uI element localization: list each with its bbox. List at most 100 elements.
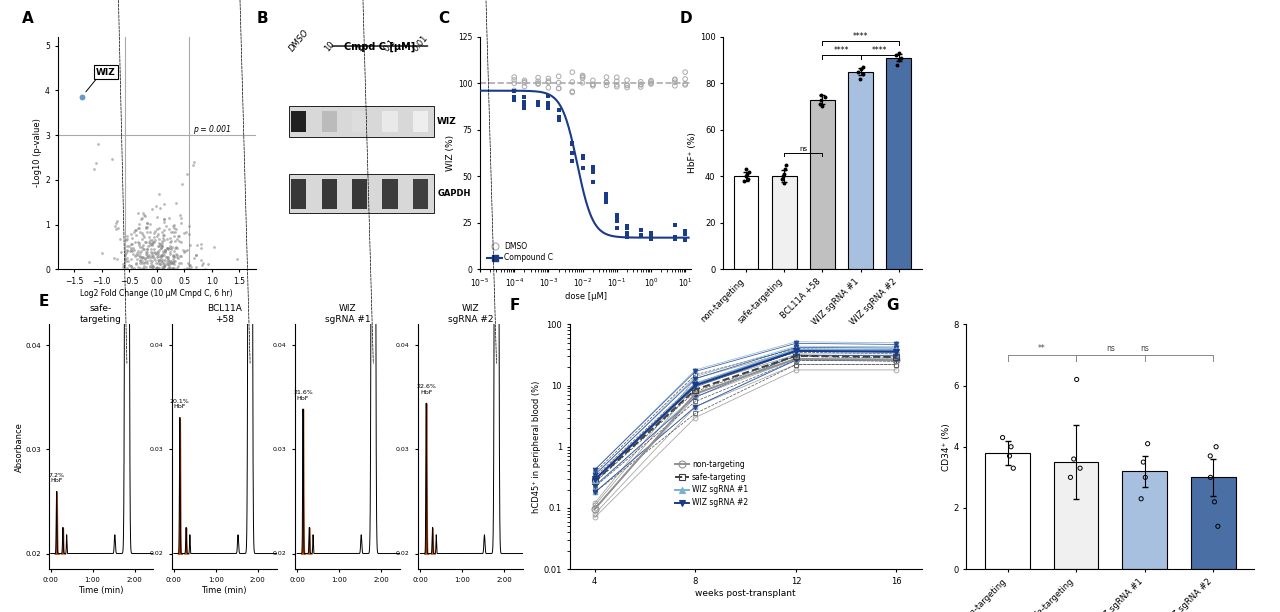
Point (641, 77, 662, 87)
Point (140, 262, 160, 272)
Point (151, 264, 172, 274)
Bar (383, 179, 398, 209)
Point (122, 239, 142, 248)
Bar (289, 106, 434, 136)
Point (675, 230, 695, 239)
Point (122, 261, 142, 271)
Point (888, 55, 909, 65)
Point (527, 73, 548, 83)
Point (1000, 451, 1020, 461)
Point (134, 264, 155, 274)
Point (582, 81, 603, 91)
Point (164, 264, 184, 274)
Point (163, 222, 183, 231)
Point (155, 247, 175, 256)
Bar (1053, 462, 1098, 569)
Text: 0.02: 0.02 (273, 551, 287, 556)
Point (133, 244, 154, 254)
Point (572, 153, 593, 163)
Point (178, 258, 198, 267)
Point (120, 229, 141, 239)
safe-targeting (888, 353, 904, 360)
Text: HbA: HbA (233, 0, 250, 364)
Bar (292, 111, 306, 132)
Point (142, 264, 163, 274)
Point (150, 204, 170, 214)
Point (157, 259, 178, 269)
Point (631, 230, 652, 239)
Point (582, 166, 603, 176)
Point (809, 99, 829, 109)
Point (562, 67, 582, 77)
Point (1060, 472, 1080, 482)
Text: G: G (886, 297, 899, 313)
Point (106, 223, 127, 233)
Point (515, 78, 535, 88)
Point (174, 247, 195, 256)
Point (148, 238, 169, 248)
Point (607, 76, 627, 86)
Text: 22.6%
HbF: 22.6% HbF (416, 384, 436, 395)
WIZ sgRNA #1 (888, 346, 904, 354)
Point (136, 223, 156, 233)
Point (548, 115, 568, 125)
Point (147, 231, 168, 241)
Point (123, 226, 143, 236)
Point (851, 64, 872, 74)
Point (736, 171, 756, 181)
Point (137, 226, 157, 236)
Point (134, 256, 155, 266)
Point (129, 238, 150, 248)
Point (538, 76, 558, 86)
Point (145, 235, 165, 245)
Y-axis label: hCD45⁺ in peripheral blood (%): hCD45⁺ in peripheral blood (%) (531, 381, 541, 513)
Point (134, 261, 155, 271)
Point (596, 197, 617, 207)
Point (163, 255, 183, 264)
Point (148, 241, 169, 251)
Point (137, 247, 157, 256)
Point (128, 250, 148, 260)
Point (140, 238, 160, 248)
Point (161, 256, 182, 266)
Point (641, 78, 662, 88)
WIZ sgRNA #1 (788, 346, 804, 353)
Text: 0.1: 0.1 (383, 37, 398, 53)
Point (156, 259, 177, 269)
Text: E: E (38, 294, 49, 309)
Point (151, 256, 172, 266)
Point (143, 247, 164, 256)
Bar (886, 58, 911, 269)
Point (157, 263, 178, 273)
Point (737, 174, 758, 184)
Point (133, 263, 154, 272)
Text: HbA: HbA (356, 0, 374, 364)
Text: 0.04: 0.04 (273, 343, 287, 348)
Point (562, 156, 582, 166)
Point (140, 255, 160, 265)
Point (572, 163, 593, 173)
Point (515, 81, 535, 91)
safe-targeting (588, 478, 603, 485)
X-axis label: Time (min): Time (min) (201, 586, 247, 595)
Point (582, 166, 603, 176)
Point (166, 234, 187, 244)
Point (152, 233, 173, 242)
Point (562, 86, 582, 96)
Point (776, 160, 796, 170)
Point (147, 252, 168, 261)
Point (538, 73, 558, 83)
Point (186, 250, 206, 259)
Point (154, 261, 174, 271)
WIZ sgRNA #1 (588, 476, 603, 483)
Point (177, 245, 197, 255)
Text: B: B (256, 11, 269, 26)
Point (504, 72, 525, 82)
Point (166, 249, 187, 259)
Point (183, 160, 204, 170)
Point (675, 74, 695, 84)
Point (116, 245, 137, 255)
Point (504, 86, 525, 96)
Point (132, 214, 152, 223)
Point (137, 218, 157, 228)
